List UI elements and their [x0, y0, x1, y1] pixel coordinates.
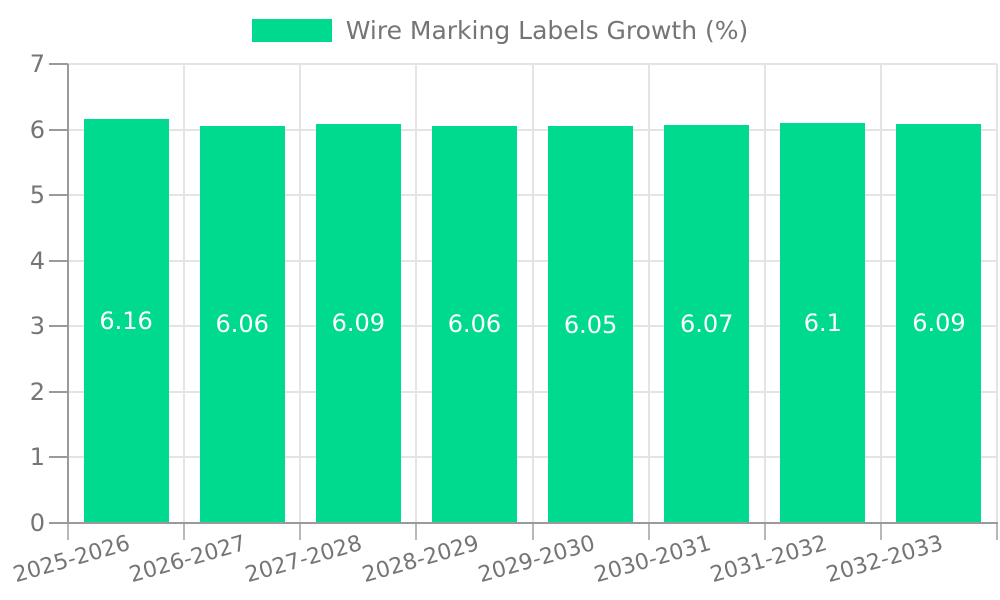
x-axis-tick: [996, 524, 998, 540]
y-axis-label: 6: [29, 115, 45, 144]
bar-value-label: 6.06: [215, 310, 269, 339]
bar-value-label: 6.1: [803, 308, 842, 337]
y-axis-tick: [49, 522, 68, 524]
bar: 6.06: [431, 125, 517, 523]
bar: 6.09: [896, 123, 982, 523]
x-axis-label: 2030-2031: [591, 531, 714, 589]
vertical-gridline: [531, 64, 534, 523]
legend[interactable]: Wire Marking Labels Growth (%): [0, 16, 1000, 45]
bar-value-label: 6.06: [447, 310, 502, 339]
bar-value-label: 6.07: [679, 309, 734, 338]
bar-value-label: 6.09: [912, 309, 966, 338]
x-axis-tick: [415, 524, 418, 540]
y-axis-label: 5: [29, 181, 45, 210]
bar-value-label: 6.05: [563, 310, 618, 339]
y-axis-tick: [49, 128, 68, 131]
bar-value-label: 6.16: [99, 307, 153, 336]
y-axis-label: 0: [29, 509, 45, 537]
vertical-gridline: [647, 64, 650, 523]
y-axis-tick: [49, 456, 68, 459]
y-axis-label: 7: [29, 50, 45, 78]
x-axis-tick: [763, 524, 766, 540]
x-axis-label: 2027-2028: [243, 531, 366, 589]
y-axis-tick: [49, 63, 68, 65]
bar: 6.05: [548, 126, 634, 523]
bar: 6.09: [315, 123, 401, 523]
legend-swatch: [251, 19, 332, 42]
y-axis-tick: [49, 390, 68, 393]
y-axis-label: 4: [29, 246, 45, 275]
y-axis-label: 2: [29, 377, 45, 406]
y-axis-tick: [49, 325, 68, 328]
x-axis-tick: [299, 524, 302, 540]
y-axis-label: 1: [29, 443, 45, 472]
x-axis-line: [67, 522, 998, 524]
y-axis-line: [67, 64, 69, 524]
x-axis-label: 2032-2033: [823, 531, 946, 589]
vertical-gridline: [415, 64, 418, 523]
vertical-gridline: [763, 64, 766, 523]
bar: 6.06: [199, 125, 285, 523]
bar: 6.07: [664, 124, 750, 523]
vertical-gridline: [299, 64, 302, 523]
x-axis-label: 2028-2029: [359, 531, 482, 589]
x-axis-tick: [879, 524, 882, 540]
vertical-gridline: [183, 64, 186, 523]
x-axis-label: 2031-2032: [707, 531, 830, 589]
x-axis-label: 2026-2027: [126, 531, 250, 589]
x-axis-label: 2029-2030: [475, 531, 598, 589]
bar-value-label: 6.09: [331, 309, 386, 338]
x-axis-tick: [67, 524, 69, 540]
vertical-gridline: [996, 64, 998, 523]
y-axis-tick: [49, 259, 68, 262]
vertical-gridline: [879, 64, 882, 523]
legend-label: Wire Marking Labels Growth (%): [345, 16, 749, 45]
bar: 6.1: [780, 123, 866, 523]
x-axis-label: 2025-2026: [10, 531, 133, 589]
bar: 6.16: [83, 119, 169, 523]
x-axis-tick: [647, 524, 650, 540]
y-axis-label: 3: [29, 312, 45, 341]
y-axis-tick: [49, 194, 68, 197]
x-axis-tick: [531, 524, 534, 540]
x-axis-tick: [183, 524, 186, 540]
